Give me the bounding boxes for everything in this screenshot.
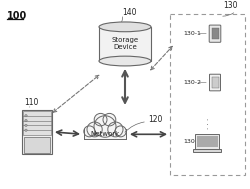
Circle shape xyxy=(84,126,95,137)
Text: 100: 100 xyxy=(7,11,27,21)
Text: Network: Network xyxy=(90,131,120,137)
Circle shape xyxy=(115,126,126,137)
FancyBboxPatch shape xyxy=(212,77,218,88)
Text: Storage
Device: Storage Device xyxy=(112,37,138,50)
Text: 130-3: 130-3 xyxy=(183,139,201,144)
Circle shape xyxy=(103,113,116,126)
FancyBboxPatch shape xyxy=(22,110,52,154)
FancyBboxPatch shape xyxy=(209,25,221,42)
Circle shape xyxy=(108,122,123,137)
Text: 140: 140 xyxy=(122,8,136,17)
Text: 130-2: 130-2 xyxy=(183,80,201,85)
FancyBboxPatch shape xyxy=(24,137,50,153)
FancyBboxPatch shape xyxy=(212,28,218,39)
Circle shape xyxy=(87,122,102,137)
Ellipse shape xyxy=(99,56,151,66)
Circle shape xyxy=(25,124,27,126)
FancyBboxPatch shape xyxy=(196,136,218,147)
Circle shape xyxy=(25,119,27,122)
FancyBboxPatch shape xyxy=(210,74,220,91)
FancyBboxPatch shape xyxy=(23,111,51,135)
Text: . . .: . . . xyxy=(204,118,210,129)
FancyBboxPatch shape xyxy=(193,149,221,152)
Polygon shape xyxy=(99,27,151,61)
Circle shape xyxy=(25,115,27,117)
Circle shape xyxy=(94,116,116,137)
FancyBboxPatch shape xyxy=(195,134,219,149)
Text: 120: 120 xyxy=(148,115,162,124)
Text: 130-1: 130-1 xyxy=(183,31,201,36)
Text: 130: 130 xyxy=(224,1,238,10)
Text: 110: 110 xyxy=(24,98,38,107)
FancyBboxPatch shape xyxy=(84,129,126,139)
Ellipse shape xyxy=(99,22,151,32)
Circle shape xyxy=(94,113,107,126)
Circle shape xyxy=(25,129,27,131)
